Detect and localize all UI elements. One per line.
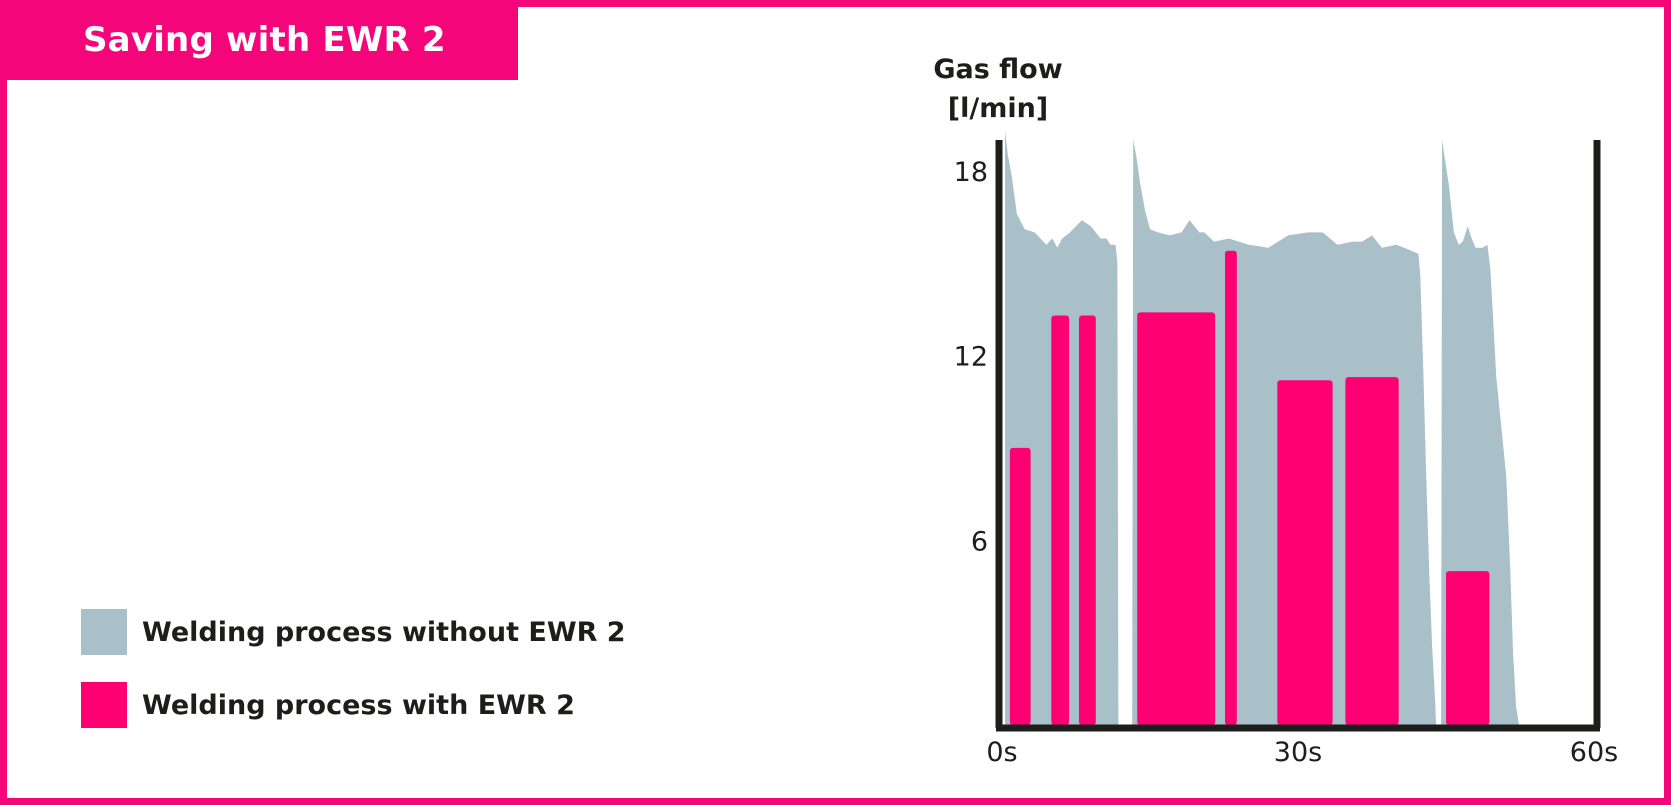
bar-8 <box>1446 571 1490 725</box>
page-title: Saving with EWR 2 <box>83 20 446 60</box>
x-tick-label-0s: 0s <box>986 737 1017 768</box>
legend-swatch-with-ewr2 <box>81 682 127 728</box>
bar-7 <box>1345 377 1399 725</box>
legend-item-with-ewr2: Welding process with EWR 2 <box>81 682 626 728</box>
y-tick-label-12: 12 <box>954 342 988 373</box>
x-tick-label-30s: 30s <box>1274 737 1322 768</box>
bar-3 <box>1079 315 1096 725</box>
bar-4 <box>1137 312 1216 725</box>
legend-label-with-ewr2: Welding process with EWR 2 <box>142 689 575 721</box>
y-axis-label-line-2: [l/min] <box>948 93 1048 124</box>
bar-1 <box>1009 447 1031 725</box>
bar-5 <box>1225 250 1237 726</box>
chart-axes <box>995 140 1601 732</box>
legend-swatch-without-ewr2 <box>81 609 127 655</box>
legend-item-without-ewr2: Welding process without EWR 2 <box>81 609 626 655</box>
title-banner: Saving with EWR 2 <box>0 0 518 80</box>
chart-legend: Welding process without EWR 2 Welding pr… <box>81 609 626 755</box>
y-tick-label-6: 6 <box>971 526 988 557</box>
y-axis-label-line-1: Gas flow <box>933 54 1062 85</box>
y-tick-label-18: 18 <box>954 157 988 188</box>
bar-2 <box>1051 315 1070 725</box>
legend-label-without-ewr2: Welding process without EWR 2 <box>142 616 626 648</box>
bar-6 <box>1277 380 1333 725</box>
x-tick-label-60s: 60s <box>1570 737 1618 768</box>
series-with-ewr2-bars <box>1009 250 1490 726</box>
